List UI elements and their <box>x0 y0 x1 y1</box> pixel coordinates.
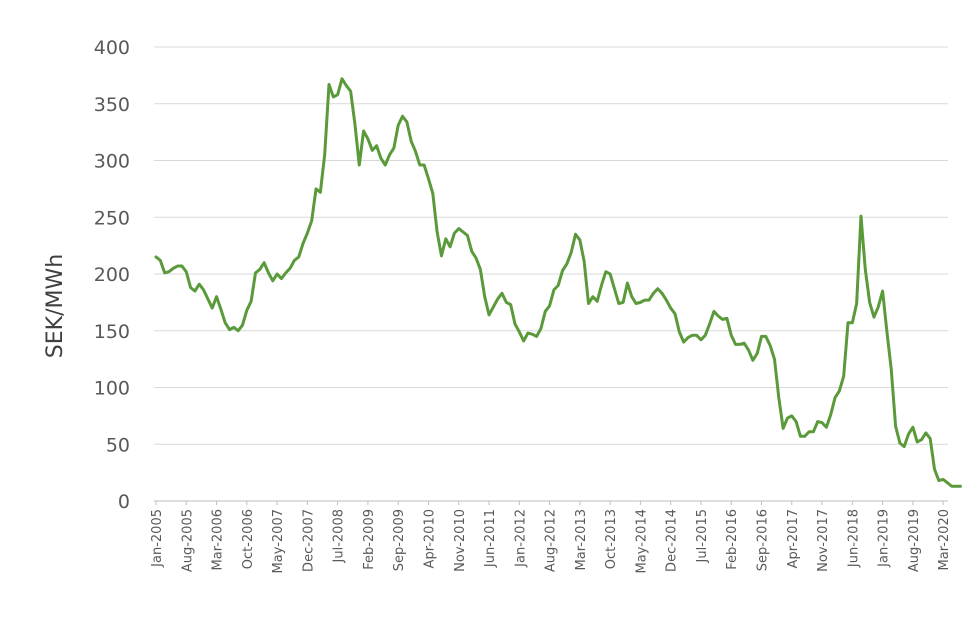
series-group <box>154 77 962 488</box>
x-tick-label: Jan-2019 <box>877 509 892 568</box>
x-tick-label: May-2007 <box>271 509 286 573</box>
y-tick-label: 150 <box>94 321 130 343</box>
x-tick-label: Jan-2005 <box>150 509 165 568</box>
gridlines <box>154 46 948 502</box>
y-axis-tick-labels: 0 50 100 150 200 250 300 350 400 <box>94 37 130 513</box>
x-tick-label: Feb-2009 <box>362 509 377 570</box>
y-tick-label: 300 <box>94 151 130 173</box>
y-tick-label: 400 <box>94 37 130 59</box>
x-tick-label: Oct-2006 <box>241 509 256 569</box>
x-tick-label: Aug-2005 <box>180 509 195 572</box>
x-tick-label: Sep-2016 <box>756 509 771 571</box>
x-tick-label: Nov-2010 <box>453 509 468 572</box>
series-line <box>154 77 962 488</box>
y-tick-label: 250 <box>94 207 130 229</box>
y-tick-label: 0 <box>118 491 130 513</box>
y-axis-label: SEK/MWh <box>43 254 68 358</box>
x-tick-label: Feb-2016 <box>725 509 740 570</box>
y-tick-label: 200 <box>94 264 130 286</box>
x-tick-label: Mar-2006 <box>211 509 226 570</box>
x-tick-label: Jan-2012 <box>513 509 528 568</box>
x-tick-label: Nov-2017 <box>816 509 831 572</box>
x-tick-label: Apr-2017 <box>786 509 801 568</box>
x-tick-label: Jul-2008 <box>332 509 347 563</box>
x-tick-label: Aug-2019 <box>907 509 922 572</box>
x-tick-label: Sep-2009 <box>392 509 407 571</box>
x-tick-label: Mar-2020 <box>937 509 952 570</box>
x-tick-label: Jun-2018 <box>846 509 861 568</box>
x-tick-label: Mar-2013 <box>574 509 589 570</box>
x-tick-label: Apr-2010 <box>422 509 437 568</box>
y-tick-label: 350 <box>94 94 130 116</box>
x-tick-label: Oct-2013 <box>604 509 619 569</box>
x-tick-label: May-2014 <box>634 509 649 573</box>
x-tick-label: Dec-2014 <box>665 509 680 572</box>
x-axis-tick-labels: Jan-2005 Aug-2005 Mar-2006 Oct-2006 May-2007… <box>150 501 952 573</box>
y-tick-label: 100 <box>94 378 130 400</box>
y-tick-label: 50 <box>106 434 130 456</box>
x-tick-label: Jun-2011 <box>483 509 498 568</box>
x-tick-label: Dec-2007 <box>301 509 316 572</box>
x-tick-label: Aug-2012 <box>544 509 559 572</box>
x-tick-label: Jul-2015 <box>695 509 710 563</box>
